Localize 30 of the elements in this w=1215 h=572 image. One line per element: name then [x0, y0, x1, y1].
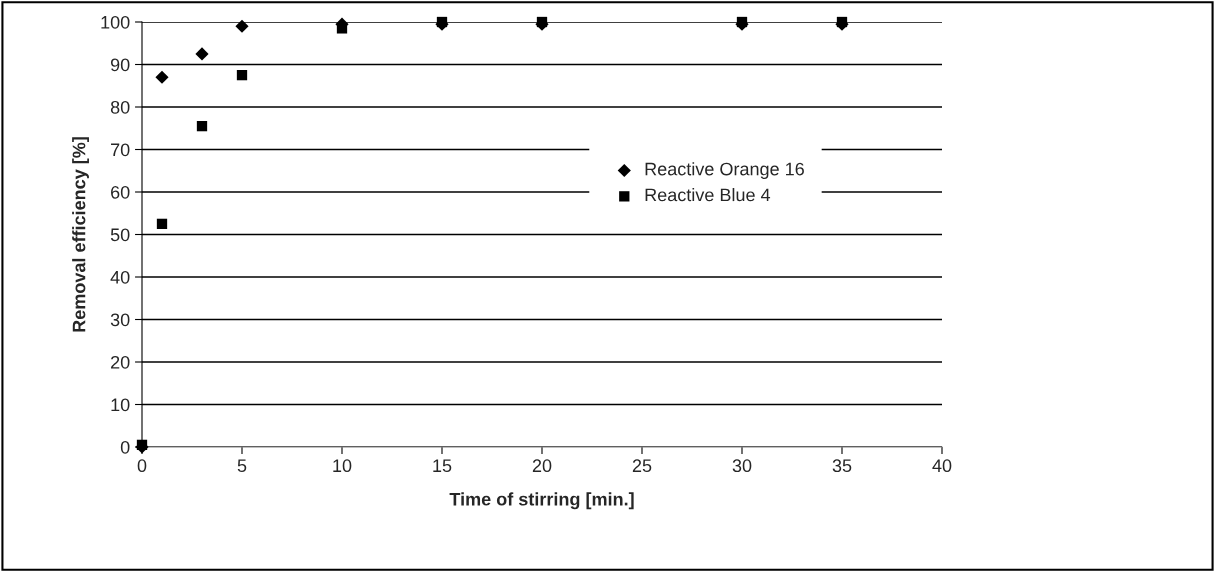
x-tick-label: 35	[832, 459, 852, 473]
x-axis-title: Time of stirring [min.]	[449, 492, 634, 510]
y-tick-label: 100	[101, 15, 130, 29]
x-tick-label: 40	[932, 459, 952, 473]
point	[155, 70, 169, 84]
x-tick-label: 25	[632, 459, 652, 473]
y-tick-label: 10	[111, 398, 130, 412]
legend-label: Reactive Orange 16	[645, 162, 804, 179]
y-tick-label: 70	[111, 143, 130, 157]
legend-label: Reactive Blue 4	[645, 188, 771, 202]
y-tick-label: 90	[110, 58, 130, 72]
y-tick-label: 20	[111, 355, 130, 369]
y-axis-title: Removal efficiency [%]	[72, 137, 89, 332]
y-tick-label: 80	[110, 100, 130, 114]
x-tick-label: 30	[732, 459, 752, 473]
y-tick-label: 50	[110, 228, 130, 242]
point	[236, 69, 248, 81]
x-tick-label: 20	[532, 459, 552, 473]
x-tick-label: 10	[333, 459, 352, 473]
point	[195, 47, 209, 61]
x-tick-label: 0	[137, 459, 147, 473]
x-tick-label: 5	[237, 459, 247, 473]
y-tick-label: 30	[110, 313, 130, 327]
point	[156, 218, 168, 230]
point	[196, 120, 208, 132]
y-tick-label: 60	[111, 185, 130, 199]
x-tick-label: 15	[433, 459, 452, 473]
point	[235, 19, 249, 33]
y-tick-label: 40	[110, 270, 130, 284]
y-tick-label: 0	[120, 440, 130, 454]
